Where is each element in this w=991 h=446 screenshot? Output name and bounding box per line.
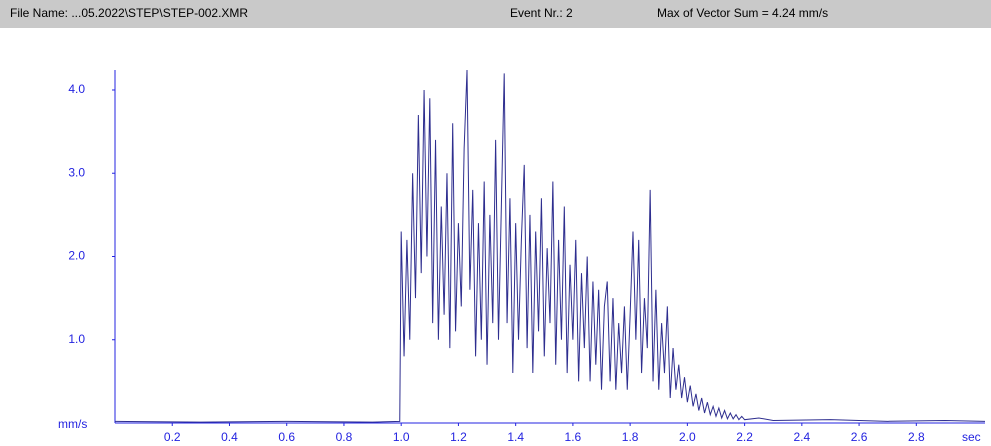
x-tick-label: 0.2 [164, 430, 181, 444]
x-tick-label: 2.4 [793, 430, 810, 444]
header-bar [0, 0, 991, 28]
x-tick-label: 2.8 [908, 430, 925, 444]
event-number: Event Nr.: 2 [510, 6, 573, 20]
x-tick-label: 1.4 [507, 430, 524, 444]
x-tick-label: 1.8 [622, 430, 639, 444]
y-tick-label: 1.0 [68, 332, 85, 346]
x-tick-label: 1.6 [565, 430, 582, 444]
max-vector-sum: Max of Vector Sum = 4.24 mm/s [657, 6, 828, 20]
x-tick-label: 2.0 [679, 430, 696, 444]
y-axis-label: mm/s [58, 417, 87, 431]
x-tick-label: 0.8 [336, 430, 353, 444]
y-tick-label: 4.0 [68, 82, 85, 96]
x-tick-label: 1.2 [450, 430, 467, 444]
x-axis-label: sec [962, 430, 981, 444]
x-tick-label: 2.6 [851, 430, 868, 444]
y-tick-label: 3.0 [68, 165, 85, 179]
x-tick-label: 0.6 [278, 430, 295, 444]
waveform [114, 69, 986, 423]
y-tick-label: 2.0 [68, 249, 85, 263]
x-tick-label: 0.4 [221, 430, 238, 444]
x-tick-label: 1.0 [393, 430, 410, 444]
x-tick-label: 2.2 [736, 430, 753, 444]
file-name: File Name: ...05.2022\STEP\STEP-002.XMR [10, 6, 248, 20]
